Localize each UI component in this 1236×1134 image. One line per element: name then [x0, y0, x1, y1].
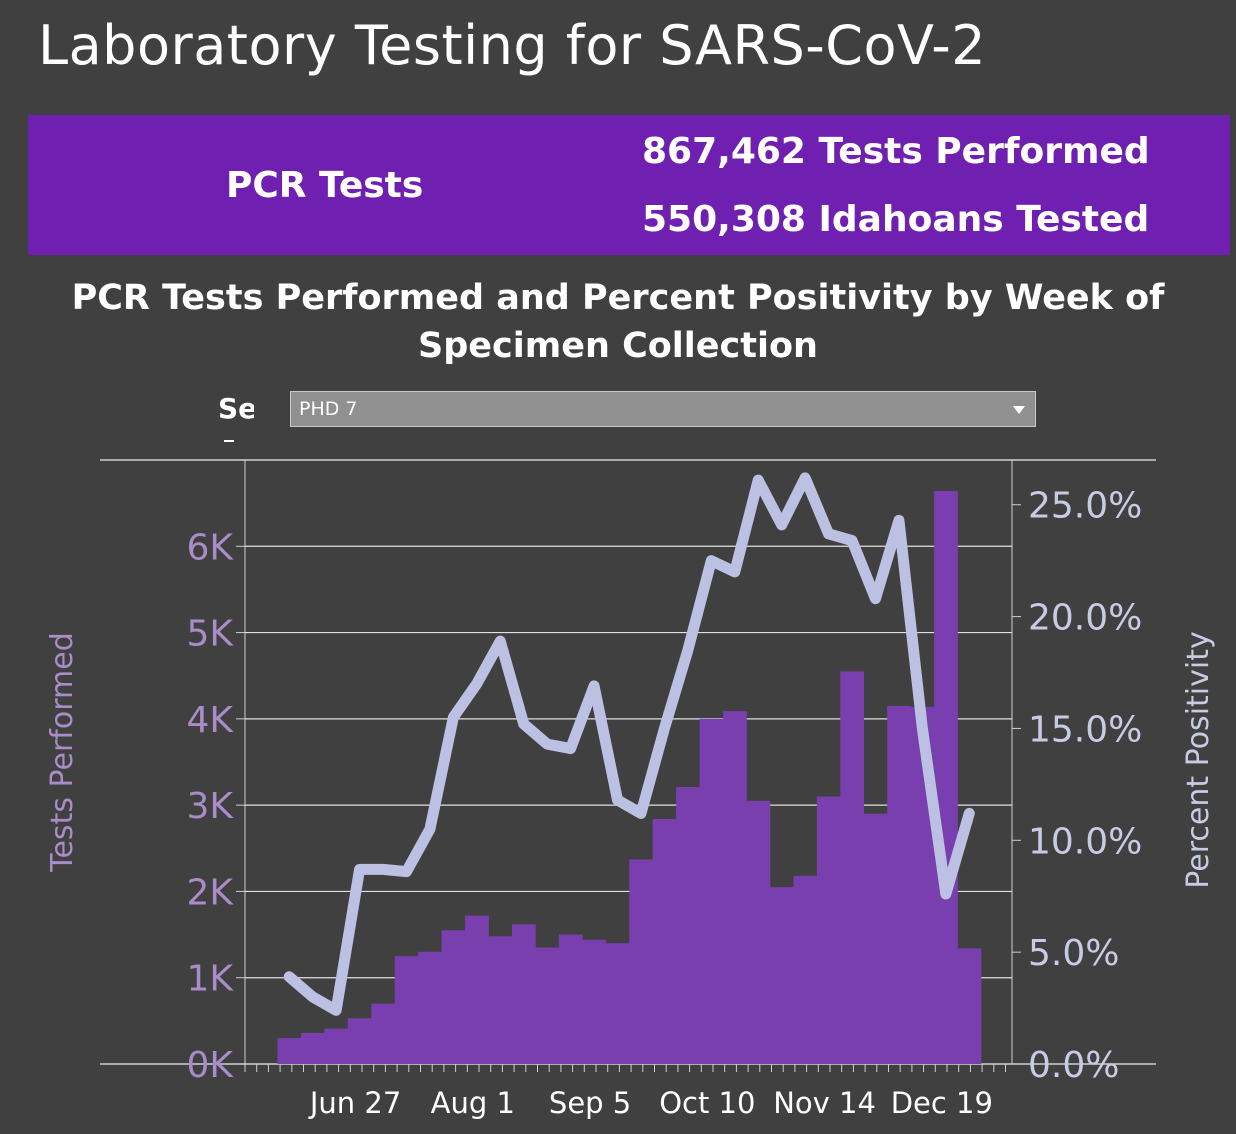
y2-axis-title: Percent Positivity: [1181, 631, 1216, 888]
x-tick-label: Sep 5: [549, 1086, 631, 1120]
bar: [934, 491, 958, 1064]
bar: [300, 1032, 325, 1064]
bar: [465, 915, 489, 1064]
y-tick-label: 6K: [186, 527, 234, 568]
y-axis-title: Tests Performed: [45, 632, 80, 873]
bar: [371, 1003, 396, 1064]
bar: [887, 705, 911, 1064]
bar: [723, 711, 747, 1064]
bar: [347, 1018, 372, 1064]
bar: [441, 930, 466, 1064]
bar: [535, 947, 560, 1064]
chevron-down-icon[interactable]: [1013, 406, 1025, 414]
x-tick-label: Oct 10: [659, 1086, 755, 1120]
region-select-value: PHD 7: [299, 398, 358, 420]
y2-tick-label: 10.0%: [1028, 821, 1142, 862]
y2-tick-label: 5.0%: [1028, 933, 1119, 974]
bar: [769, 887, 794, 1064]
bar: [629, 859, 653, 1064]
bar: [957, 948, 982, 1064]
y2-tick-label: 0.0%: [1028, 1045, 1119, 1086]
bar: [512, 924, 536, 1064]
y-tick-label: 4K: [186, 700, 234, 741]
bar: [277, 1038, 302, 1064]
y2-tick-label: 25.0%: [1028, 486, 1142, 527]
chart-title: PCR Tests Performed and Percent Positivi…: [71, 278, 1165, 366]
bar: [676, 787, 700, 1064]
bar: [816, 796, 841, 1064]
bar: [558, 934, 583, 1064]
bar: [394, 956, 419, 1064]
bar: [418, 951, 442, 1064]
bar: [605, 943, 630, 1064]
filter-label-underline: [224, 440, 234, 442]
bar: [699, 718, 724, 1064]
bar: [652, 818, 677, 1064]
summary-banner: PCR Tests 867,462 Tests Performed 550,30…: [28, 115, 1230, 255]
x-tick-label: Dec 19: [891, 1086, 993, 1120]
y-tick-label: 3K: [186, 786, 234, 827]
bar: [746, 800, 771, 1064]
x-tick-label: Aug 1: [431, 1086, 515, 1120]
people-tested-stat: 550,308 Idahoans Tested: [642, 199, 1150, 240]
tests-performed-stat: 867,462 Tests Performed: [642, 131, 1150, 172]
percent-positivity-line: [283, 472, 975, 1016]
bar: [324, 1028, 349, 1064]
x-tick-label: Jun 27: [308, 1086, 401, 1120]
y-tick-label: 0K: [186, 1045, 234, 1086]
y-tick-label: 5K: [186, 614, 234, 655]
y-tick-label: 2K: [186, 872, 234, 913]
filter-label: Se: [218, 392, 254, 425]
y2-tick-label: 20.0%: [1028, 598, 1142, 639]
banner-label: PCR Tests: [226, 165, 424, 206]
bar: [840, 671, 865, 1064]
page-title: Laboratory Testing for SARS-CoV-2: [38, 14, 987, 77]
bar: [582, 939, 607, 1064]
bar: [488, 936, 513, 1064]
y2-tick-label: 15.0%: [1028, 709, 1142, 750]
region-select[interactable]: PHD 7: [290, 391, 1036, 427]
x-tick-label: Nov 14: [773, 1086, 876, 1120]
bar: [863, 813, 888, 1064]
y-tick-label: 1K: [186, 959, 234, 1000]
bar: [793, 875, 818, 1064]
